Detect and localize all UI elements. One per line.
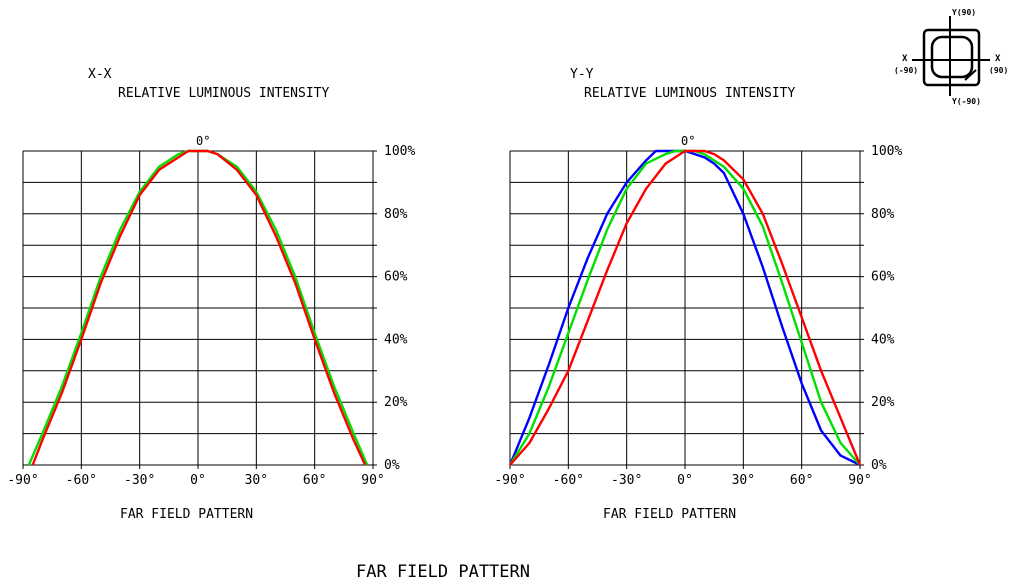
x-tick-label: -60° [66,473,97,488]
chart-xx-y-ticks: 0% 20% 40% 60% 80% 100% [384,144,415,473]
orientation-label-left-axis: X [902,54,908,64]
orientation-label-left-angle: (-90) [894,66,918,75]
y-tick-label: 0% [871,458,887,473]
x-tick-label: -30° [611,473,642,488]
orientation-icon: Y(90) Y(-90) X (-90) X (90) [894,8,1008,106]
x-tick-label: -60° [553,473,584,488]
chart-xx-axis-label: X-X [88,67,112,82]
chart-xx-top-label: 0° [196,134,210,148]
chart-xx-series [27,149,369,466]
y-tick-label: 0% [384,458,400,473]
chart-xx-grid [22,150,377,469]
x-tick-label: -90° [7,473,38,488]
series-line-1 [31,149,367,466]
orientation-label-right-angle: (90) [989,66,1008,75]
y-tick-label: 60% [384,270,408,285]
y-tick-label: 100% [384,144,415,159]
y-tick-label: 80% [384,207,408,222]
orientation-label-bottom: Y(-90) [952,97,981,106]
chart-xx-title: RELATIVE LUMINOUS INTENSITY [118,86,329,101]
series-line-2 [509,149,862,466]
x-tick-label: 60° [303,473,326,488]
x-tick-label: -30° [124,473,155,488]
x-tick-label: 0° [190,473,206,488]
chart-yy-y-ticks: 0% 20% 40% 60% 80% 100% [871,144,902,473]
y-tick-label: 60% [871,270,895,285]
chart-yy: Y-Y RELATIVE LUMINOUS INTENSITY 0° -90° -… [494,67,902,522]
x-tick-label: 30° [245,473,268,488]
chart-xx-x-ticks: -90° -60° -30° 0° 30° 60° 90° [7,473,384,488]
chart-yy-series [508,149,862,467]
chart-yy-title: RELATIVE LUMINOUS INTENSITY [584,86,795,101]
x-tick-label: 60° [790,473,813,488]
y-tick-label: 20% [384,395,408,410]
x-tick-label: -90° [494,473,525,488]
chart-xx: X-X RELATIVE LUMINOUS INTENSITY 0° -90° -… [7,67,415,522]
orientation-label-right-axis: X [995,54,1001,64]
y-tick-label: 80% [871,207,895,222]
chart-yy-x-ticks: -90° -60° -30° 0° 30° 60° 90° [494,473,871,488]
chart-yy-top-label: 0° [681,134,695,148]
chart-yy-grid [509,150,864,469]
y-tick-label: 40% [384,332,408,347]
chart-yy-xlabel: FAR FIELD PATTERN [603,507,736,522]
x-tick-label: 90° [361,473,384,488]
chart-xx-xlabel: FAR FIELD PATTERN [120,507,253,522]
x-tick-label: 90° [848,473,871,488]
chart-yy-axis-label: Y-Y [570,67,594,82]
page-title: FAR FIELD PATTERN [356,562,530,582]
y-tick-label: 40% [871,332,895,347]
orientation-label-top: Y(90) [952,8,976,17]
x-tick-label: 30° [732,473,755,488]
y-tick-label: 100% [871,144,902,159]
x-tick-label: 0° [677,473,693,488]
y-tick-label: 20% [871,395,895,410]
